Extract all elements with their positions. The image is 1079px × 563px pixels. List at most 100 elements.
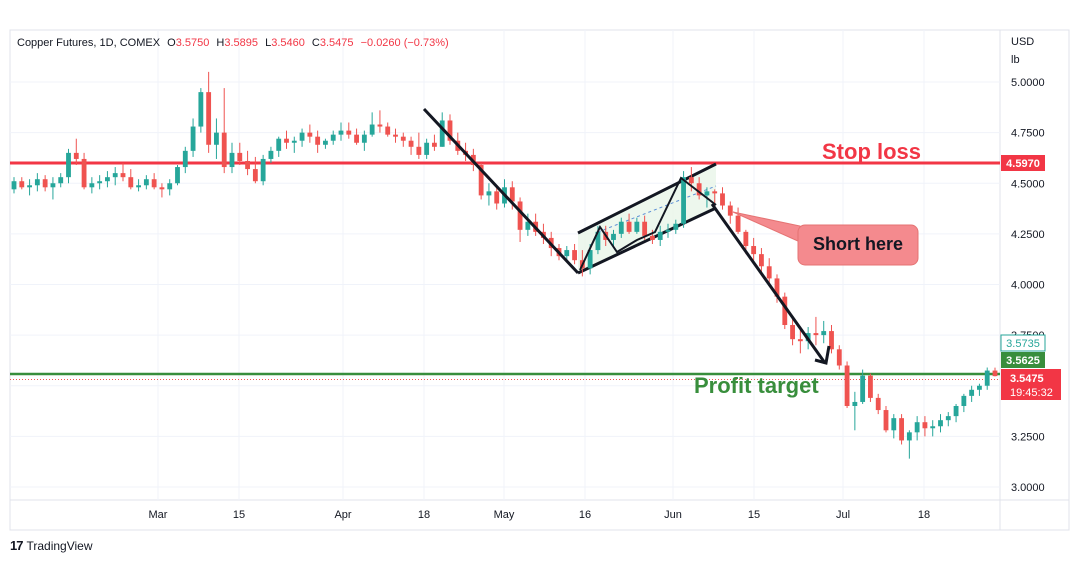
stop-loss-text[interactable]: Stop loss — [822, 139, 921, 164]
candle-body[interactable] — [930, 426, 936, 429]
candle-body[interactable] — [354, 134, 359, 143]
candle-body[interactable] — [424, 142, 430, 155]
candle-body[interactable] — [19, 181, 25, 188]
candle-body[interactable] — [229, 152, 235, 168]
candle-body[interactable] — [323, 140, 328, 145]
candle-body[interactable] — [735, 215, 741, 232]
candle-body[interactable] — [626, 221, 632, 232]
candle-body[interactable] — [618, 221, 624, 234]
candle-body[interactable] — [112, 173, 118, 178]
candle-body[interactable] — [50, 183, 56, 188]
candle-body[interactable] — [167, 183, 173, 190]
candle-body[interactable] — [665, 229, 671, 232]
candle-body[interactable] — [860, 375, 866, 402]
short-here-callout[interactable] — [797, 224, 919, 266]
candle-body[interactable] — [214, 132, 219, 145]
candle-body[interactable] — [143, 179, 149, 186]
candle-body[interactable] — [899, 418, 904, 441]
candle-body[interactable] — [159, 187, 165, 190]
candle-body[interactable] — [447, 120, 453, 141]
zigzag-line[interactable] — [579, 176, 717, 271]
candle-body[interactable] — [136, 185, 141, 188]
candle-body[interactable] — [252, 169, 258, 182]
candle-body[interactable] — [416, 146, 422, 155]
candle-body[interactable] — [509, 187, 515, 202]
candle-body[interactable] — [759, 254, 764, 267]
candle-body[interactable] — [494, 191, 500, 204]
candle-body[interactable] — [891, 418, 897, 431]
candle-body[interactable] — [611, 233, 616, 240]
candle-body[interactable] — [361, 134, 367, 143]
candle-body[interactable] — [34, 179, 40, 186]
candle-body[interactable] — [276, 138, 282, 151]
candle-body[interactable] — [938, 420, 943, 427]
candle-body[interactable] — [696, 183, 702, 196]
candle-body[interactable] — [743, 231, 749, 247]
candle-body[interactable] — [829, 331, 834, 350]
candle-body[interactable] — [704, 191, 710, 196]
candle-body[interactable] — [977, 385, 982, 390]
candle-body[interactable] — [97, 181, 103, 184]
candle-body[interactable] — [66, 152, 71, 178]
candle-body[interactable] — [572, 250, 577, 261]
candle-body[interactable] — [385, 126, 391, 135]
candle-body[interactable] — [821, 331, 827, 336]
candle-body[interactable] — [517, 201, 523, 230]
candle-body[interactable] — [237, 152, 243, 161]
candle-body[interactable] — [11, 181, 17, 190]
candle-body[interactable] — [875, 397, 881, 411]
candle-body[interactable] — [712, 191, 718, 194]
candle-body[interactable] — [42, 179, 48, 188]
candle-body[interactable] — [206, 92, 212, 145]
candle-body[interactable] — [673, 223, 679, 230]
candle-body[interactable] — [782, 296, 788, 325]
candle-body[interactable] — [151, 179, 157, 188]
candle-body[interactable] — [844, 365, 850, 407]
candle-body[interactable] — [953, 406, 959, 417]
candle-body[interactable] — [198, 92, 204, 127]
flag-upper-line[interactable] — [577, 162, 717, 235]
candle-body[interactable] — [688, 177, 694, 184]
candle-body[interactable] — [299, 132, 305, 141]
candle-body[interactable] — [525, 221, 531, 230]
candle-body[interactable] — [260, 158, 266, 182]
candle-body[interactable] — [720, 193, 725, 206]
candle-body[interactable] — [969, 389, 975, 396]
flag-lower-line[interactable] — [577, 206, 717, 275]
candle-body[interactable] — [587, 250, 593, 269]
candle-body[interactable] — [393, 134, 398, 137]
brand-footer[interactable]: 17 TradingView — [10, 538, 93, 553]
candle-body[interactable] — [369, 124, 375, 135]
candle-body[interactable] — [868, 375, 873, 398]
candle-body[interactable] — [790, 325, 795, 340]
candle-body[interactable] — [221, 132, 227, 168]
candle-body[interactable] — [307, 132, 313, 137]
candle-body[interactable] — [564, 250, 570, 257]
candle-body[interactable] — [486, 191, 492, 196]
candle-body[interactable] — [291, 140, 297, 143]
candle-body[interactable] — [330, 134, 336, 141]
candle-body[interactable] — [400, 136, 406, 141]
candle-body[interactable] — [268, 150, 274, 159]
candle-body[interactable] — [595, 231, 601, 251]
candle-body[interactable] — [984, 370, 990, 386]
candle-body[interactable] — [914, 422, 920, 433]
candle-body[interactable] — [681, 177, 686, 224]
candle-body[interactable] — [27, 185, 32, 188]
candle-body[interactable] — [478, 165, 484, 196]
candle-body[interactable] — [797, 339, 803, 342]
candle-body[interactable] — [727, 205, 733, 216]
candle-body[interactable] — [245, 160, 250, 170]
candle-body[interactable] — [346, 130, 352, 135]
candle-body[interactable] — [906, 432, 912, 441]
candle-body[interactable] — [377, 124, 383, 127]
profit-target-text[interactable]: Profit target — [694, 373, 819, 398]
candle-body[interactable] — [338, 130, 344, 135]
candle-body[interactable] — [836, 349, 842, 366]
candle-body[interactable] — [634, 221, 640, 232]
candle-body[interactable] — [182, 150, 188, 168]
candle-body[interactable] — [81, 158, 87, 188]
candle-body[interactable] — [992, 370, 998, 377]
candle-body[interactable] — [89, 183, 95, 188]
candle-body[interactable] — [774, 278, 780, 297]
